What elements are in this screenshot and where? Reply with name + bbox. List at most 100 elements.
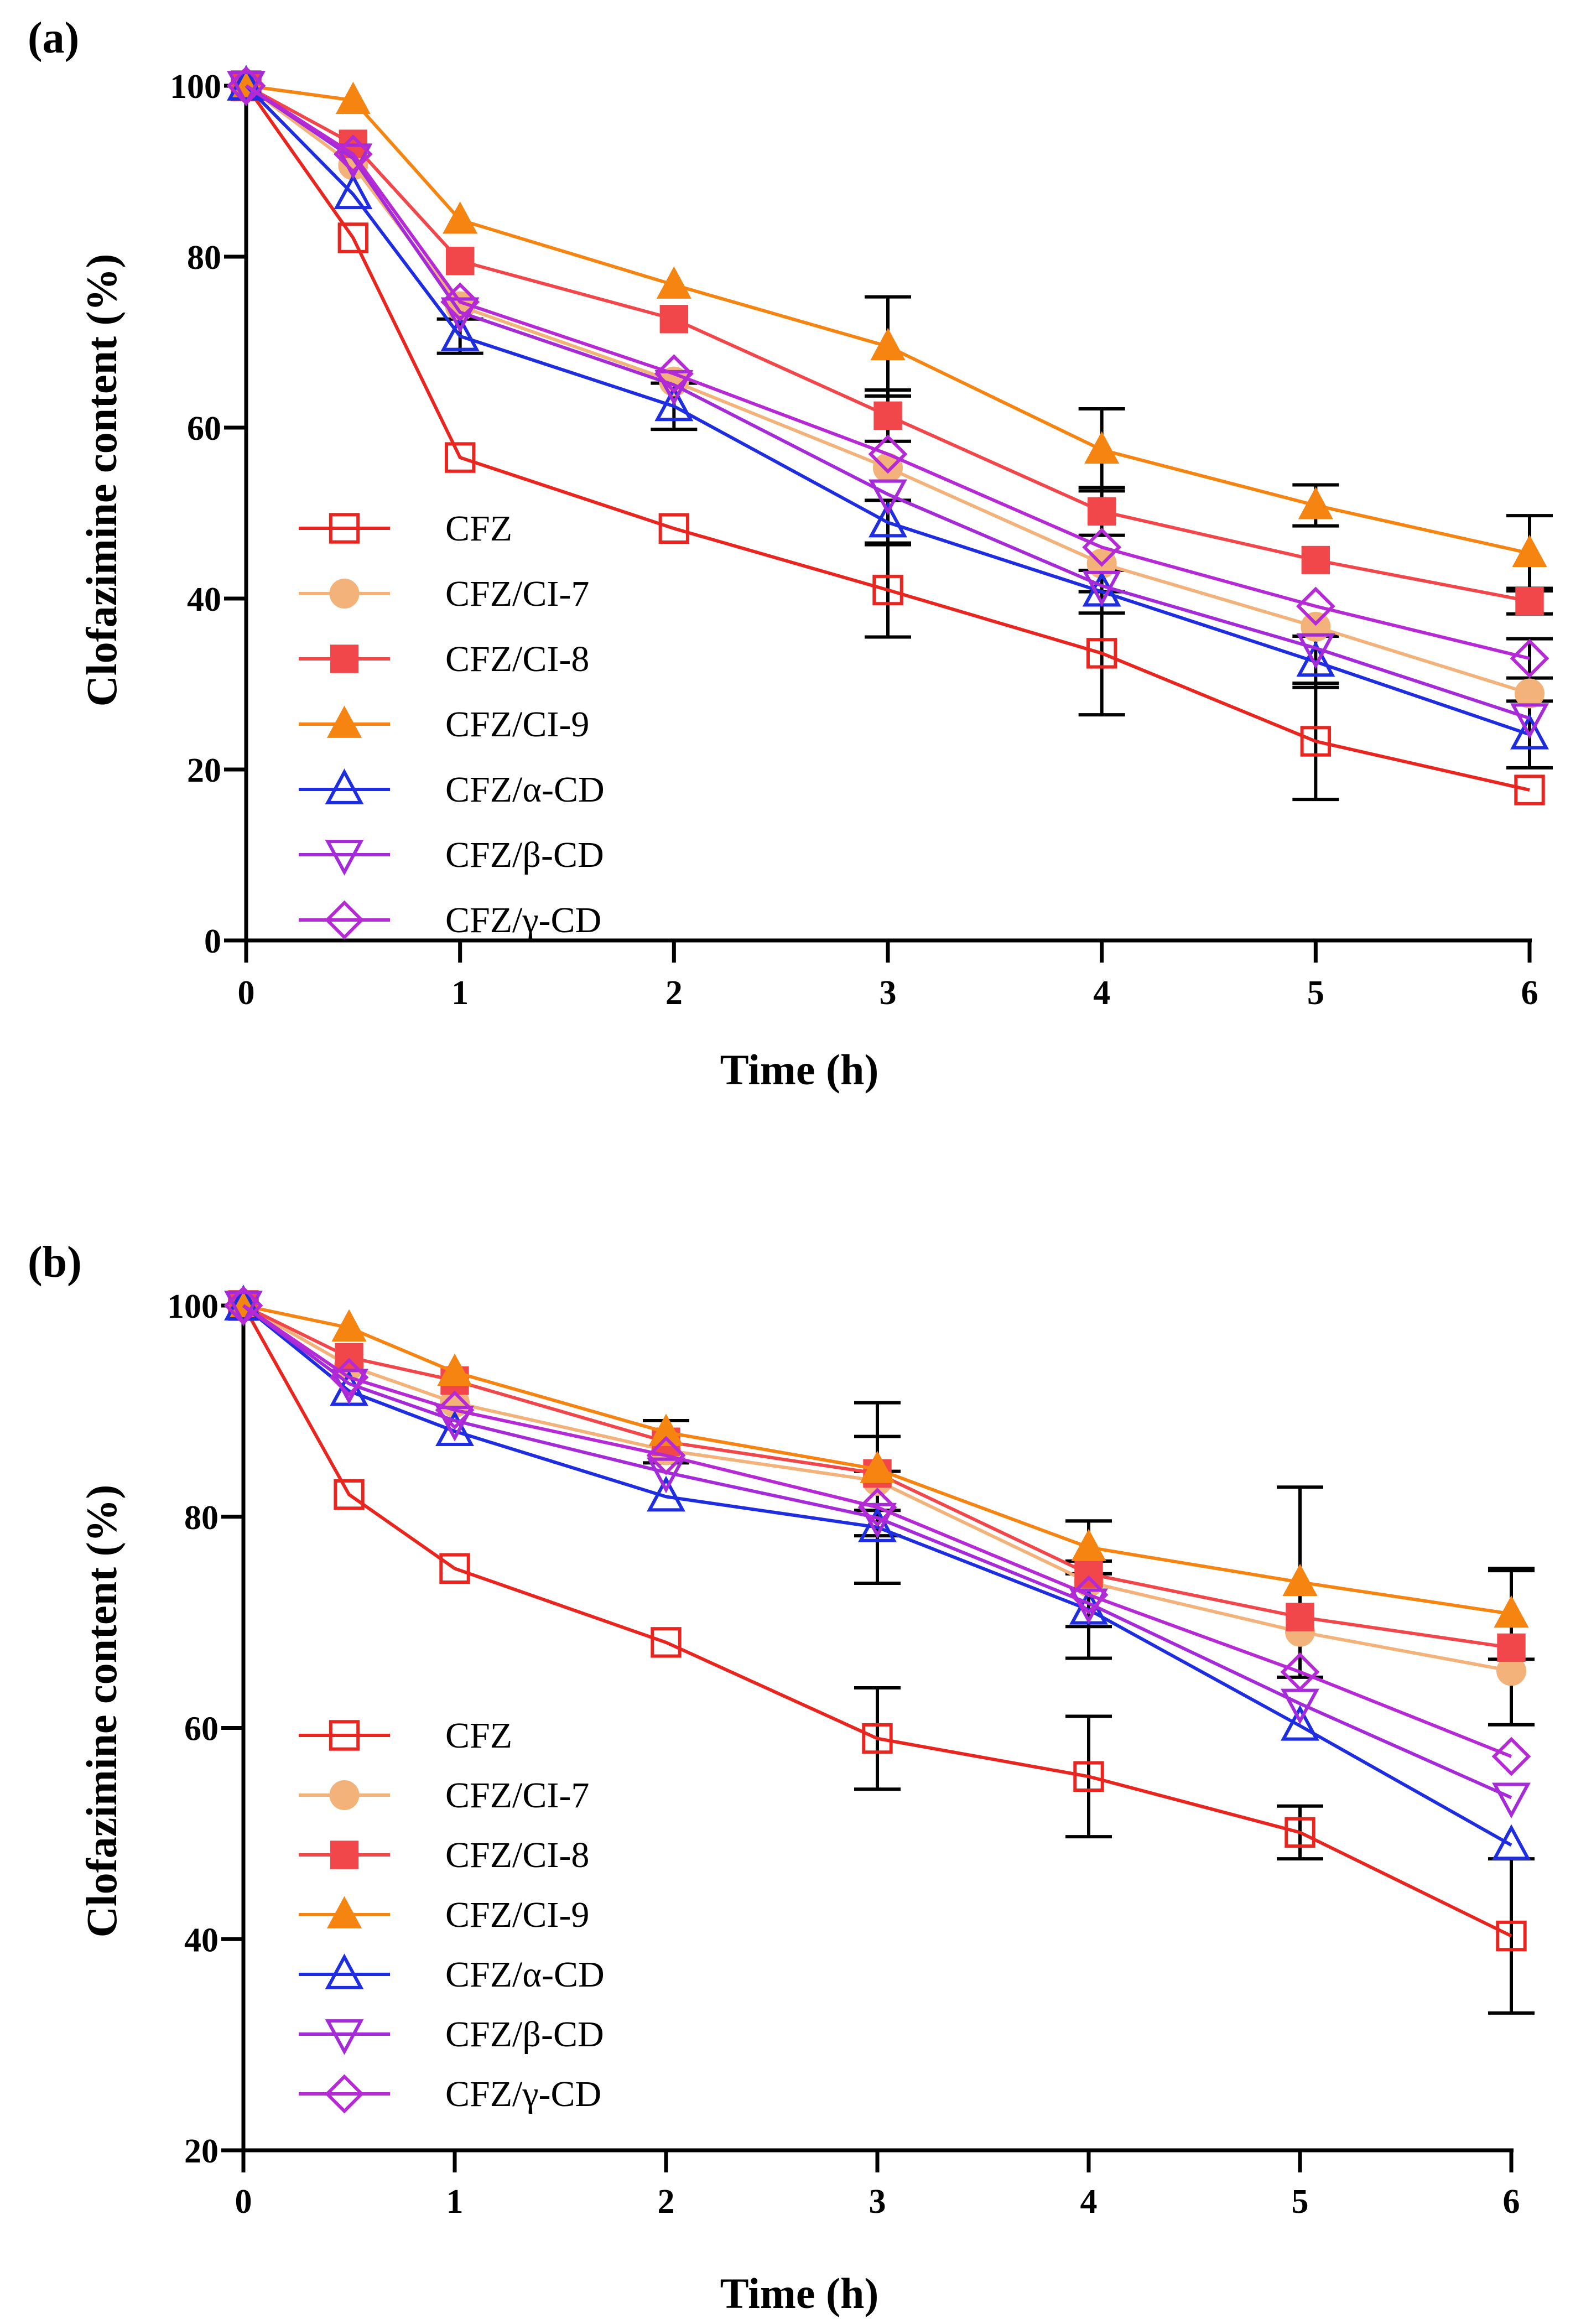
plot-area	[223, 1285, 1535, 2015]
data-point	[1510, 713, 1549, 750]
data-point	[1510, 638, 1549, 678]
legend-item: CFZ/α-CD	[299, 768, 605, 810]
legend-marker	[325, 1953, 364, 1989]
data-point	[1082, 570, 1121, 607]
data-point	[654, 370, 694, 406]
data-point	[1298, 487, 1333, 519]
series-line	[245, 84, 1530, 603]
legend-label: CFZ/β-CD	[445, 2014, 604, 2055]
x-tick-label: 2	[658, 2183, 675, 2221]
data-point	[868, 434, 908, 474]
data-point	[1282, 1563, 1318, 1597]
data-point	[647, 1475, 685, 1512]
legend-item: CFZ	[299, 508, 512, 549]
panel-a-label: (a)	[28, 14, 79, 63]
legend-marker	[326, 705, 362, 738]
data-point	[654, 385, 694, 422]
panel-b-label: (b)	[28, 1238, 82, 1287]
panel-b: (b) Time (h) Clofazimine content (%) 0 1 2…	[28, 1238, 1535, 2317]
data-point	[224, 1291, 263, 1327]
x-tick-label: 1	[451, 974, 469, 1012]
legend-label: CFZ	[445, 1715, 512, 1756]
y-tick-label: 100	[170, 68, 221, 106]
legend-label: CFZ/α-CD	[445, 1954, 605, 1995]
x-tick-label: 6	[1503, 2183, 1520, 2221]
data-point	[444, 442, 476, 473]
x-tick-label: 0	[235, 2183, 252, 2221]
data-point	[1286, 1603, 1314, 1631]
legend: CFZ CFZ/CI-7 CFZ/CI-8 CFZ/CI-9 CFZ/α-CD CFZ/β…	[299, 1715, 605, 2114]
y-tick-label: 100	[167, 1288, 219, 1325]
data-point	[1492, 1782, 1531, 1819]
data-point	[226, 66, 266, 106]
data-point	[1285, 1817, 1315, 1848]
data-point	[1086, 638, 1117, 669]
legend-marker	[329, 513, 360, 544]
data-point	[1494, 1595, 1529, 1628]
legend-item: CFZ/α-CD	[299, 1953, 605, 1995]
series-6	[223, 1286, 1531, 1776]
data-point	[647, 1457, 685, 1494]
legend-marker	[325, 900, 364, 940]
data-point	[334, 173, 373, 210]
x-tick-label: 2	[665, 974, 683, 1012]
data-point	[1301, 545, 1330, 575]
data-point	[1296, 641, 1335, 677]
y-tick-label: 20	[184, 2133, 219, 2170]
data-point	[1069, 1575, 1109, 1615]
x-tick-label: 3	[869, 2183, 886, 2221]
panel-a-y-axis-title: Clofazimine content (%)	[77, 254, 126, 707]
y-tick-label: 60	[187, 410, 221, 448]
legend-label: CFZ/γ-CD	[445, 900, 601, 940]
data-point	[1497, 1633, 1526, 1662]
data-point	[659, 305, 689, 334]
data-point	[1087, 497, 1116, 526]
y-tick-label: 20	[187, 752, 221, 789]
series-line	[242, 1304, 1512, 1847]
legend-label: CFZ/CI-8	[445, 639, 589, 679]
series-line	[242, 1304, 1512, 1650]
data-point	[1280, 1652, 1320, 1692]
legend-label: CFZ/CI-7	[445, 574, 589, 614]
data-point	[873, 401, 902, 430]
legend-item: CFZ/CI-9	[299, 704, 589, 745]
series-5	[227, 71, 1549, 740]
data-point	[1515, 678, 1545, 709]
data-point	[654, 354, 694, 394]
data-point	[872, 574, 903, 606]
data-point	[1082, 527, 1122, 567]
series-line	[243, 1304, 1512, 1616]
panel-a-x-axis-title: Time (h)	[720, 1046, 879, 1094]
data-point	[435, 1390, 475, 1430]
legend-item: CFZ/γ-CD	[299, 900, 601, 940]
series-line	[245, 84, 1530, 695]
series-line	[242, 1304, 1512, 1758]
series-line	[245, 84, 1530, 736]
data-point	[869, 501, 907, 538]
series-6	[226, 66, 1549, 678]
series-2	[232, 71, 1544, 616]
x-tick-label: 4	[1080, 2183, 1098, 2221]
data-point	[333, 134, 373, 174]
series-line	[245, 85, 1530, 792]
legend-item: CFZ/β-CD	[299, 2014, 604, 2055]
legend-item: CFZ/CI-9	[299, 1895, 589, 1935]
data-point	[1514, 774, 1545, 805]
data-point	[869, 479, 907, 516]
legend-label: CFZ/β-CD	[445, 835, 604, 875]
y-tick-label: 80	[187, 239, 221, 277]
data-point	[435, 1410, 474, 1447]
legend-label: CFZ/CI-7	[445, 1775, 589, 1816]
data-point	[858, 1502, 897, 1539]
legend-marker	[330, 644, 359, 673]
data-point	[858, 1506, 897, 1542]
data-point	[334, 143, 373, 180]
legend-item: CFZ/γ-CD	[299, 2074, 601, 2114]
data-point	[1074, 1559, 1103, 1588]
y-tick-label: 60	[184, 1710, 219, 1748]
data-point	[329, 1358, 369, 1397]
axes: 0 1 2 3 4 5 6 20 40 60 80 100	[167, 1288, 1520, 2221]
data-point	[658, 513, 690, 544]
